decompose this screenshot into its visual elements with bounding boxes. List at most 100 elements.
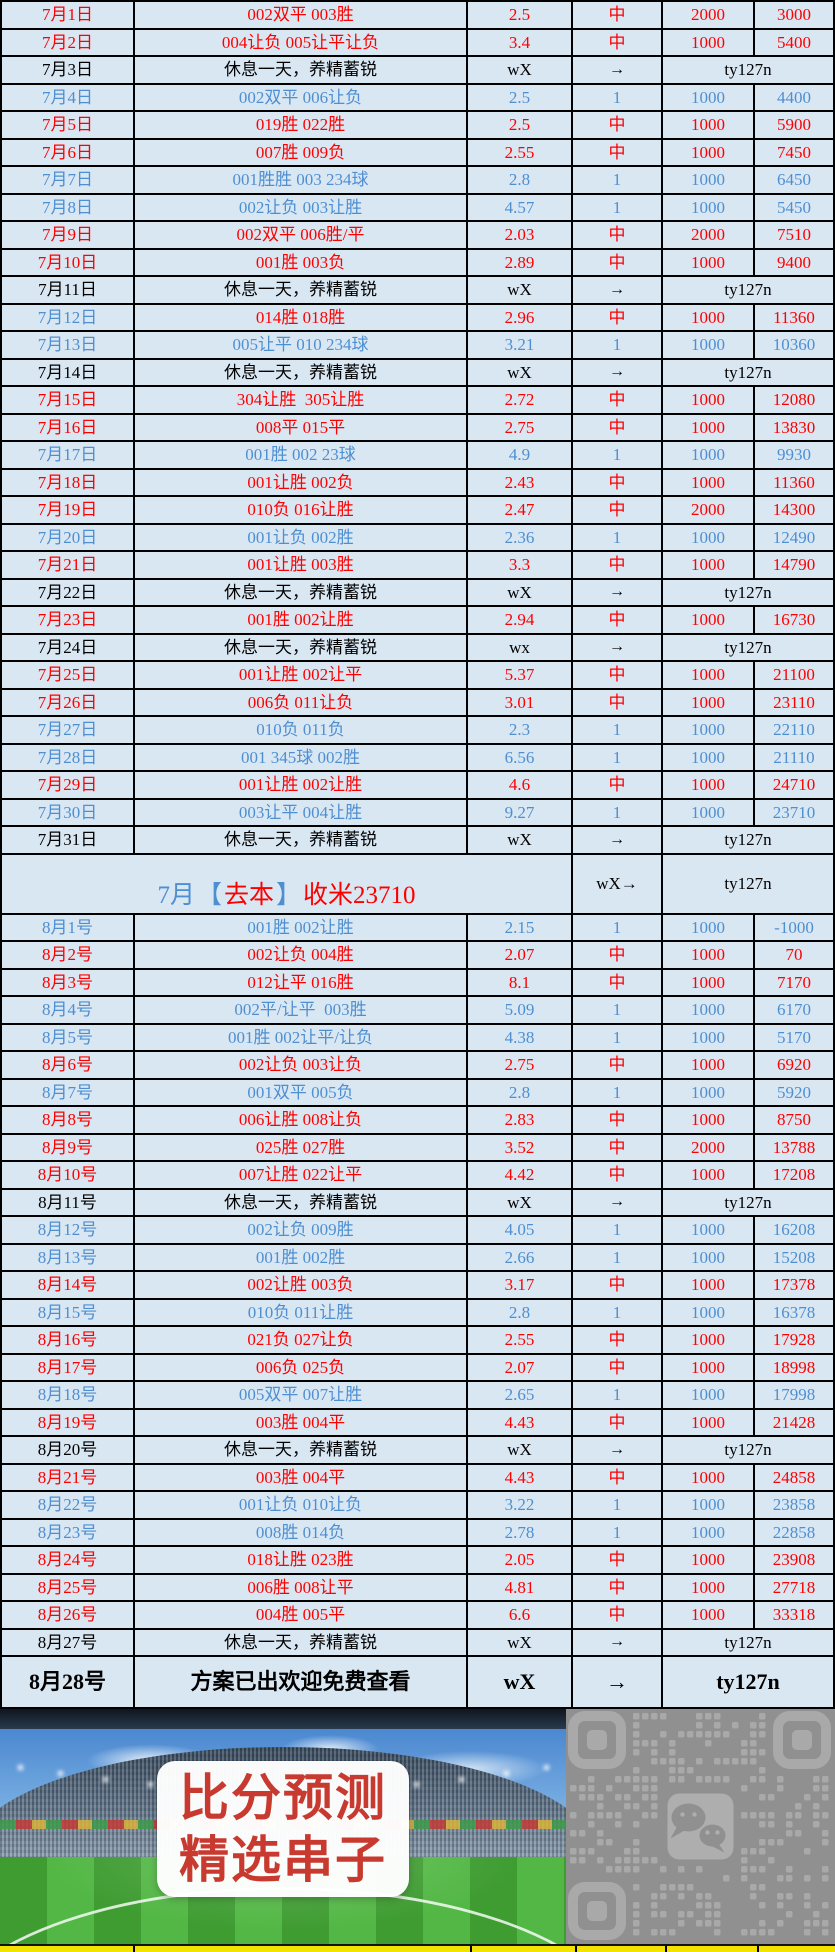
- result-cell: 中: [573, 304, 661, 330]
- total-cell: 17928: [755, 1327, 833, 1353]
- contact-code-cell: ty127n: [663, 579, 833, 605]
- stake-cell: 1000: [663, 1162, 753, 1188]
- result-cell: 1: [573, 744, 661, 770]
- date-cell: 8月28号: [2, 1657, 133, 1707]
- date-cell: 7月8日: [2, 194, 133, 220]
- total-cell: 12490: [755, 524, 833, 550]
- odds-cell: 2.5: [468, 84, 571, 110]
- date-cell: 7月4日: [2, 84, 133, 110]
- date-cell: 8月15号: [2, 1299, 133, 1325]
- bet-cell: 001让负 010让负: [135, 1492, 466, 1518]
- total-cell: 12080: [755, 387, 833, 413]
- total-cell: 11360: [755, 304, 833, 330]
- result-cell: 中: [573, 552, 661, 578]
- odds-cell: wX: [468, 277, 571, 303]
- date-cell: 8月18号: [2, 1382, 133, 1408]
- bet-cell: 002平/让平 003胜: [135, 997, 466, 1023]
- result-cell: 1: [573, 194, 661, 220]
- bet-cell: 007胜 009负: [135, 139, 466, 165]
- date-cell: 7月14日: [2, 359, 133, 385]
- total-cell: 16208: [755, 1217, 833, 1243]
- result-cell: 中: [573, 112, 661, 138]
- date-cell: 7月17日: [2, 442, 133, 468]
- bet-cell: 006让胜 008让负: [135, 1107, 466, 1133]
- bet-cell: 001胜 002让胜: [135, 914, 466, 940]
- bet-cell: 010负 016让胜: [135, 497, 466, 523]
- stake-cell: 1000: [663, 772, 753, 798]
- odds-cell: 8.1: [468, 969, 571, 995]
- stake-cell: 1000: [663, 414, 753, 440]
- total-cell: 7510: [755, 222, 833, 248]
- date-cell: 8月21号: [2, 1464, 133, 1490]
- bet-cell: 019胜 022胜: [135, 112, 466, 138]
- records-table: 7月1日 002双平 003胜 2.5 中 2000 3000 7月2日 004让负 005让…: [0, 0, 835, 1709]
- bet-cell: 006胜 008让平: [135, 1574, 466, 1600]
- bet-cell: 018让胜 023胜: [135, 1547, 466, 1573]
- total-cell: 21100: [755, 662, 833, 688]
- stake-cell: 1000: [663, 1327, 753, 1353]
- result-cell: 1: [573, 717, 661, 743]
- total-cell: 5450: [755, 194, 833, 220]
- result-cell: wX→: [573, 854, 661, 913]
- bet-cell: 002双平 006让负: [135, 84, 466, 110]
- total-cell: 7450: [755, 139, 833, 165]
- rest-note-cell: 休息一天，养精蓄锐: [135, 1189, 466, 1215]
- stake-cell: 1000: [663, 1547, 753, 1573]
- result-cell: 1: [573, 524, 661, 550]
- contact-code-cell: ty127n: [663, 1629, 833, 1655]
- date-cell: 7月7日: [2, 167, 133, 193]
- stake-cell: 2000: [663, 222, 753, 248]
- stadium-photo: 比分预测 精选串子: [0, 1709, 566, 1944]
- contact-code-cell: ty127n: [663, 359, 833, 385]
- result-cell: 1: [573, 1079, 661, 1105]
- stake-cell: 1000: [663, 139, 753, 165]
- total-cell: 4400: [755, 84, 833, 110]
- result-cell: 中: [573, 1272, 661, 1298]
- floodlights: [0, 1709, 1, 1710]
- total-cell: 11360: [755, 469, 833, 495]
- stake-cell: 1000: [663, 1107, 753, 1133]
- odds-cell: 2.96: [468, 304, 571, 330]
- bet-cell: 008平 015平: [135, 414, 466, 440]
- date-cell: 7月2日: [2, 29, 133, 55]
- stake-cell: 1000: [663, 1464, 753, 1490]
- total-cell: 17208: [755, 1162, 833, 1188]
- wechat-qr-code: [566, 1709, 835, 1944]
- total-cell: 6920: [755, 1052, 833, 1078]
- result-cell: →: [573, 277, 661, 303]
- bet-cell: 005让平 010 234球: [135, 332, 466, 358]
- date-cell: 7月6日: [2, 139, 133, 165]
- result-cell: →: [573, 634, 661, 660]
- date-cell: 8月22号: [2, 1492, 133, 1518]
- date-cell: 8月13号: [2, 1244, 133, 1270]
- date-cell: 8月23号: [2, 1519, 133, 1545]
- odds-cell: wX: [468, 57, 571, 83]
- total-cell: 70: [755, 942, 833, 968]
- stake-cell: 1000: [663, 1244, 753, 1270]
- odds-cell: 4.57: [468, 194, 571, 220]
- banner-line-1: 比分预测: [179, 1770, 387, 1826]
- date-cell: 7月3日: [2, 57, 133, 83]
- date-cell: 8月10号: [2, 1162, 133, 1188]
- stake-cell: 1000: [663, 744, 753, 770]
- odds-cell: 2.83: [468, 1107, 571, 1133]
- date-cell: 8月19号: [2, 1409, 133, 1435]
- date-cell: 8月16号: [2, 1327, 133, 1353]
- odds-cell: wX: [468, 1629, 571, 1655]
- result-cell: 1: [573, 167, 661, 193]
- bet-cell: 304让胜 305让胜: [135, 387, 466, 413]
- total-cell: 8750: [755, 1107, 833, 1133]
- result-cell: 1: [573, 1492, 661, 1518]
- date-cell: 8月6号: [2, 1052, 133, 1078]
- announce-cell: 方案已出欢迎免费查看: [135, 1657, 466, 1707]
- total-cell: 21110: [755, 744, 833, 770]
- total-cell: 5920: [755, 1079, 833, 1105]
- date-cell: 8月1号: [2, 914, 133, 940]
- odds-cell: 2.3: [468, 717, 571, 743]
- bet-cell: 001胜 003负: [135, 249, 466, 275]
- total-cell: 14790: [755, 552, 833, 578]
- date-cell: 7月5日: [2, 112, 133, 138]
- bet-cell: 010负 011让胜: [135, 1299, 466, 1325]
- contact-code-cell: ty127n: [663, 1657, 833, 1707]
- bet-cell: 006负 025负: [135, 1354, 466, 1380]
